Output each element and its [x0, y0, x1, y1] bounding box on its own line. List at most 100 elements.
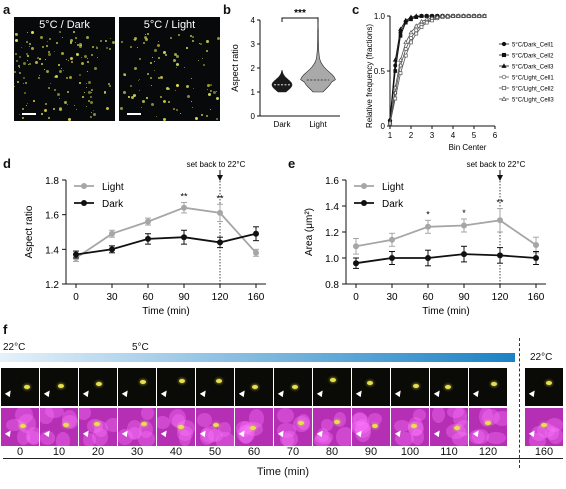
organelle-dot: [40, 62, 43, 65]
y-tick-label: 1.6: [325, 176, 339, 187]
organelle-dot: [57, 64, 60, 67]
organelle-dot: [139, 57, 142, 60]
x-tick-label: 0: [353, 292, 359, 303]
organelle-dot: [91, 112, 93, 114]
organelle-signal: [20, 424, 26, 428]
data-point: [445, 13, 451, 18]
cell-blob: [138, 431, 155, 446]
organelle-dot: [99, 40, 102, 43]
cell-blob: [168, 409, 186, 427]
organelle-dot: [160, 95, 163, 98]
organelle-dot: [26, 59, 28, 61]
organelle-dot: [174, 89, 176, 91]
data-point: [425, 223, 431, 230]
organelle-dot: [79, 44, 83, 48]
organelle-dot: [150, 84, 152, 86]
organelle-dot: [70, 38, 74, 42]
x-tick-label: 2: [409, 131, 414, 140]
organelle-dot: [134, 67, 138, 70]
organelle-dot: [128, 95, 130, 98]
scale-bar: [127, 113, 141, 115]
organelle-dot: [175, 83, 179, 87]
organelle-dot: [108, 47, 111, 50]
y-tick-label: 1.8: [45, 176, 59, 187]
organelle-dot: [78, 43, 82, 46]
organelle-dot: [144, 34, 146, 35]
organelle-dot: [154, 61, 156, 63]
x-axis-label: Bin Center: [449, 143, 487, 152]
cell-blob: [447, 408, 465, 418]
legend-label: Light: [102, 182, 124, 193]
organelle-signal: [298, 421, 304, 425]
organelle-dot: [153, 69, 155, 71]
cell-blob: [126, 419, 143, 439]
data-point: [409, 40, 413, 45]
yellow-channel-frame: [157, 368, 195, 406]
violin-chart-aspect-ratio: 0 1 2 3 4 Aspect ratio Dark Light ***: [230, 8, 340, 129]
organelle-dot: [91, 88, 94, 91]
organelle-dot: [30, 31, 34, 35]
cell-blob: [14, 408, 33, 424]
arrowhead-marker: [43, 388, 53, 398]
organelle-dot: [63, 70, 65, 71]
organelle-dot: [68, 118, 71, 121]
organelle-dot: [106, 47, 108, 50]
data-point: [413, 23, 419, 28]
organelle-dot: [41, 112, 44, 115]
significance-label: *: [426, 209, 430, 219]
organelle-dot: [142, 41, 145, 44]
organelle-dot: [33, 100, 36, 103]
organelle-dot: [21, 116, 24, 119]
data-point: [145, 235, 151, 242]
cumulative-frequency-chart: 0 0.5 1.0 1 2 3 4 5 6 Bin Center Relative frequenc…: [365, 12, 554, 152]
organelle-dot: [48, 86, 51, 89]
arrowhead-marker: [160, 388, 170, 398]
organelle-signal: [96, 382, 102, 386]
organelle-dot: [197, 60, 199, 62]
organelle-dot: [213, 90, 217, 94]
organelle-dot: [53, 107, 56, 110]
organelle-dot: [86, 105, 88, 107]
organelle-dot: [20, 47, 22, 49]
organelle-dot: [133, 37, 137, 41]
organelle-dot: [191, 35, 194, 38]
organelle-dot: [175, 66, 177, 68]
data-point: [408, 14, 414, 19]
time-label: 110: [440, 446, 458, 458]
organelle-dot: [72, 31, 75, 34]
organelle-dot: [54, 50, 56, 52]
organelle-dot: [79, 74, 82, 77]
organelle-dot: [80, 62, 84, 66]
organelle-signal: [292, 385, 298, 389]
organelle-dot: [112, 41, 115, 45]
organelle-dot: [15, 52, 18, 55]
data-point: [398, 71, 403, 76]
organelle-dot: [93, 112, 97, 116]
organelle-dot: [158, 76, 161, 79]
organelle-dot: [58, 69, 62, 73]
organelle-dot: [129, 45, 132, 48]
time-label: 30: [130, 446, 144, 458]
arrowhead-marker: [121, 388, 131, 398]
cell-blob: [248, 409, 264, 428]
y-tick-label: 1.0: [374, 12, 386, 21]
organelle-dot: [76, 43, 79, 46]
organelle-dot: [160, 75, 164, 79]
data-point: [424, 20, 429, 25]
organelle-dot: [44, 108, 48, 112]
x-tick-label: 0: [73, 292, 79, 303]
cell-blob: [140, 408, 155, 421]
legend-label: Light: [382, 182, 404, 193]
organelle-dot: [22, 62, 26, 65]
cell-blob: [128, 426, 142, 440]
data-point: [181, 234, 187, 241]
organelle-dot: [195, 116, 199, 120]
cell-blob: [452, 431, 468, 446]
x-tick-label: 90: [458, 292, 470, 303]
merged-channel-frame: [391, 408, 429, 446]
cell-blob: [40, 431, 56, 445]
legend-marker: [81, 200, 87, 206]
x-tick-label: 160: [528, 292, 545, 303]
cell-blob: [314, 431, 333, 444]
data-point: [461, 13, 466, 18]
